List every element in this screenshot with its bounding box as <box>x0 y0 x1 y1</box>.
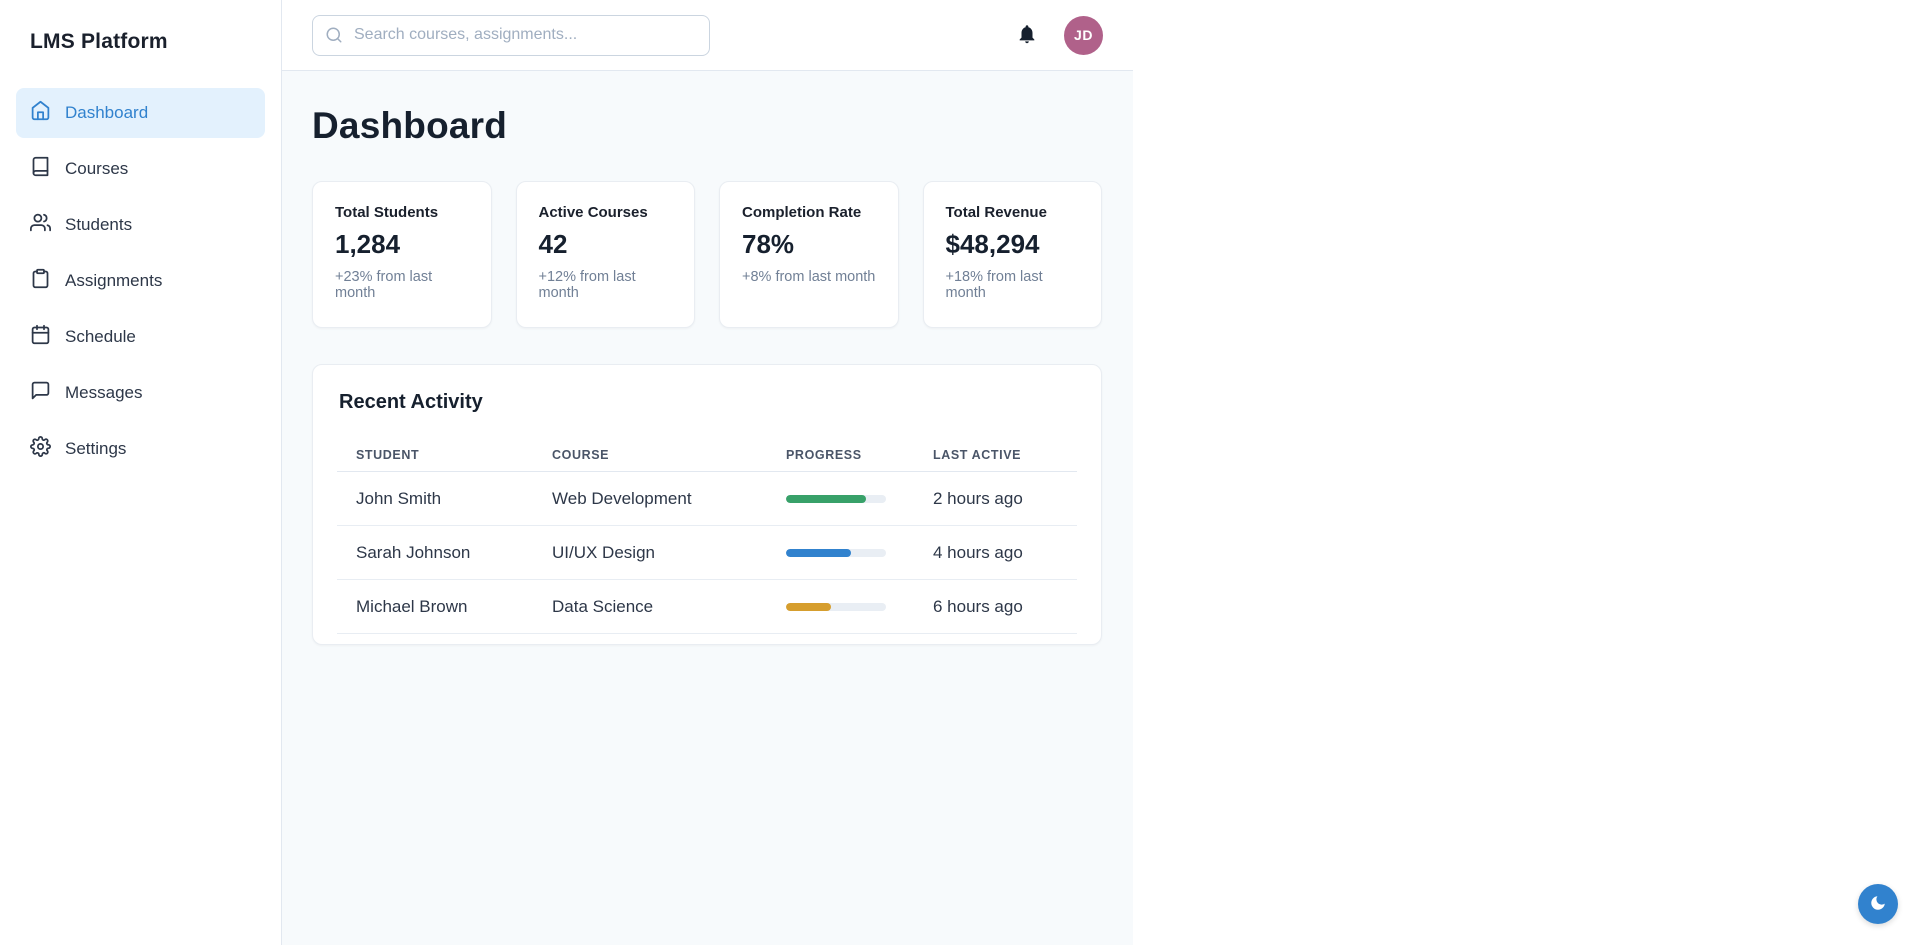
column-header-progress: PROGRESS <box>786 447 862 462</box>
moon-icon <box>1869 894 1887 915</box>
sidebar: LMS Platform Dashboard Courses Students … <box>0 0 282 945</box>
search-container <box>312 14 710 56</box>
progress-bar-fill <box>786 548 851 557</box>
app-title: LMS Platform <box>30 30 168 53</box>
topbar: JD <box>282 0 1133 71</box>
stat-change: +18% from last month <box>945 269 1043 301</box>
stat-value: 42 <box>538 229 568 259</box>
stat-value: $48,294 <box>945 229 1040 259</box>
course-name: Web Development <box>552 488 692 508</box>
stat-label: Active Courses <box>538 204 648 221</box>
progress-bar <box>786 494 886 503</box>
users-icon <box>30 212 51 238</box>
topbar-actions: JD <box>1016 15 1103 55</box>
sidebar-item-courses[interactable]: Courses <box>16 144 265 194</box>
sidebar-item-students[interactable]: Students <box>16 200 265 250</box>
table-row[interactable]: John Smith Web Development 2 hours ago <box>337 472 1077 526</box>
column-header-course: COURSE <box>552 447 610 462</box>
recent-activity-title: Recent Activity <box>339 391 483 413</box>
search-input[interactable] <box>312 14 710 56</box>
stat-label: Total Revenue <box>945 204 1047 221</box>
sidebar-item-label: Schedule <box>65 327 136 346</box>
home-icon <box>30 100 51 126</box>
sidebar-item-assignments[interactable]: Assignments <box>16 256 265 306</box>
stat-card-active-courses: Active Courses 42 +12% from last month <box>515 181 695 328</box>
stat-value: 78% <box>742 229 795 259</box>
stat-change: +12% from last month <box>538 269 636 301</box>
last-active: 2 hours ago <box>933 488 1023 508</box>
progress-bar <box>786 548 886 557</box>
page-title: Dashboard <box>312 105 508 146</box>
course-name: UI/UX Design <box>552 542 655 562</box>
table-row[interactable]: Michael Brown Data Science 6 hours ago <box>337 580 1077 634</box>
sidebar-item-label: Assignments <box>65 271 163 290</box>
stat-change: +8% from last month <box>742 269 876 285</box>
avatar[interactable]: JD <box>1064 15 1103 55</box>
stat-card-total-students: Total Students 1,284 +23% from last mont… <box>312 181 492 328</box>
bell-icon <box>1016 23 1038 48</box>
sidebar-item-label: Settings <box>65 439 127 458</box>
message-icon <box>30 380 51 406</box>
student-name: Sarah Johnson <box>356 542 471 562</box>
sidebar-item-label: Courses <box>65 159 129 178</box>
app-window: LMS Platform Dashboard Courses Students … <box>0 0 1133 945</box>
theme-toggle-button[interactable] <box>1858 884 1898 924</box>
stat-card-total-revenue: Total Revenue $48,294 +18% from last mon… <box>922 181 1102 328</box>
sidebar-item-label: Students <box>65 215 133 234</box>
progress-cell <box>786 602 933 611</box>
recent-activity-table: STUDENT COURSE PROGRESS LAST ACTIVE John… <box>337 438 1077 634</box>
progress-bar <box>786 602 886 611</box>
stat-label: Completion Rate <box>742 204 862 221</box>
stat-label: Total Students <box>335 204 439 221</box>
stat-card-completion-rate: Completion Rate 78% +8% from last month <box>719 181 899 328</box>
column-header-student: STUDENT <box>356 447 420 462</box>
table-header-row: STUDENT COURSE PROGRESS LAST ACTIVE <box>337 438 1077 472</box>
stat-change: +23% from last month <box>335 269 433 301</box>
sidebar-item-label: Messages <box>65 383 143 402</box>
sidebar-item-label: Dashboard <box>65 103 149 122</box>
main-column: JD Dashboard Total Students 1,284 +23% f… <box>282 0 1133 945</box>
notifications-button[interactable] <box>1016 23 1038 48</box>
stats-row: Total Students 1,284 +23% from last mont… <box>312 181 1102 328</box>
sidebar-item-settings[interactable]: Settings <box>16 424 265 474</box>
sidebar-item-messages[interactable]: Messages <box>16 368 265 418</box>
progress-cell <box>786 494 933 503</box>
calendar-icon <box>30 324 51 350</box>
content-area: Dashboard Total Students 1,284 +23% from… <box>282 71 1133 945</box>
column-header-last-active: LAST ACTIVE <box>933 447 1022 462</box>
gear-icon <box>30 436 51 462</box>
stat-value: 1,284 <box>335 229 401 259</box>
progress-bar-fill <box>786 602 831 611</box>
last-active: 6 hours ago <box>933 596 1023 616</box>
clipboard-icon <box>30 268 51 294</box>
sidebar-item-dashboard[interactable]: Dashboard <box>16 88 265 138</box>
student-name: John Smith <box>356 488 442 508</box>
sidebar-item-schedule[interactable]: Schedule <box>16 312 265 362</box>
course-name: Data Science <box>552 596 654 616</box>
last-active: 4 hours ago <box>933 542 1023 562</box>
recent-activity-card: Recent Activity STUDENT COURSE PROGRESS … <box>312 364 1102 645</box>
table-row[interactable]: Sarah Johnson UI/UX Design 4 hours ago <box>337 526 1077 580</box>
book-icon <box>30 156 51 182</box>
progress-bar-fill <box>786 494 866 503</box>
sidebar-nav: Dashboard Courses Students Assignments S… <box>16 88 265 474</box>
progress-cell <box>786 548 933 557</box>
student-name: Michael Brown <box>356 596 468 616</box>
